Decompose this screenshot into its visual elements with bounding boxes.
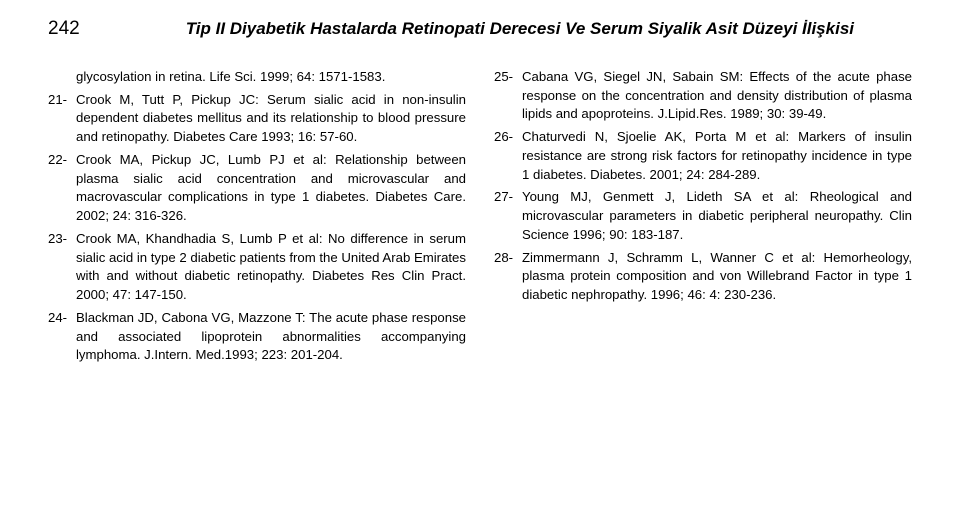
- reference-text: Blackman JD, Cabona VG, Mazzone T: The a…: [76, 309, 466, 365]
- reference-item: 25- Cabana VG, Siegel JN, Sabain SM: Eff…: [494, 68, 912, 124]
- reference-text: Chaturvedi N, Sjoelie AK, Porta M et al:…: [522, 128, 912, 184]
- reference-number: 23-: [48, 230, 76, 305]
- reference-text: Crook MA, Khandhadia S, Lumb P et al: No…: [76, 230, 466, 305]
- reference-number: 21-: [48, 91, 76, 147]
- page-header: 242 Tip II Diyabetik Hastalarda Retinopa…: [48, 18, 912, 40]
- content-columns: glycosylation in retina. Life Sci. 1999;…: [48, 68, 912, 369]
- reference-item: 23- Crook MA, Khandhadia S, Lumb P et al…: [48, 230, 466, 305]
- reference-item: 21- Crook M, Tutt P, Pickup JC: Serum si…: [48, 91, 466, 147]
- reference-item: 26- Chaturvedi N, Sjoelie AK, Porta M et…: [494, 128, 912, 184]
- reference-number: 25-: [494, 68, 522, 124]
- reference-item: 27- Young MJ, Genmett J, Lideth SA et al…: [494, 188, 912, 244]
- reference-continuation: glycosylation in retina. Life Sci. 1999;…: [48, 68, 466, 87]
- reference-text: Crook M, Tutt P, Pickup JC: Serum sialic…: [76, 91, 466, 147]
- page-number: 242: [48, 18, 80, 40]
- reference-number: 24-: [48, 309, 76, 365]
- left-column: glycosylation in retina. Life Sci. 1999;…: [48, 68, 466, 369]
- reference-text: Cabana VG, Siegel JN, Sabain SM: Effects…: [522, 68, 912, 124]
- reference-number: 28-: [494, 249, 522, 305]
- running-title: Tip II Diyabetik Hastalarda Retinopati D…: [128, 19, 912, 39]
- reference-text: Young MJ, Genmett J, Lideth SA et al: Rh…: [522, 188, 912, 244]
- reference-number: 26-: [494, 128, 522, 184]
- reference-text: Crook MA, Pickup JC, Lumb PJ et al: Rela…: [76, 151, 466, 226]
- reference-number: 22-: [48, 151, 76, 226]
- reference-item: 28- Zimmermann J, Schramm L, Wanner C et…: [494, 249, 912, 305]
- reference-item: 24- Blackman JD, Cabona VG, Mazzone T: T…: [48, 309, 466, 365]
- reference-number: 27-: [494, 188, 522, 244]
- reference-text: Zimmermann J, Schramm L, Wanner C et al:…: [522, 249, 912, 305]
- right-column: 25- Cabana VG, Siegel JN, Sabain SM: Eff…: [494, 68, 912, 369]
- reference-item: 22- Crook MA, Pickup JC, Lumb PJ et al: …: [48, 151, 466, 226]
- page: 242 Tip II Diyabetik Hastalarda Retinopa…: [0, 0, 960, 530]
